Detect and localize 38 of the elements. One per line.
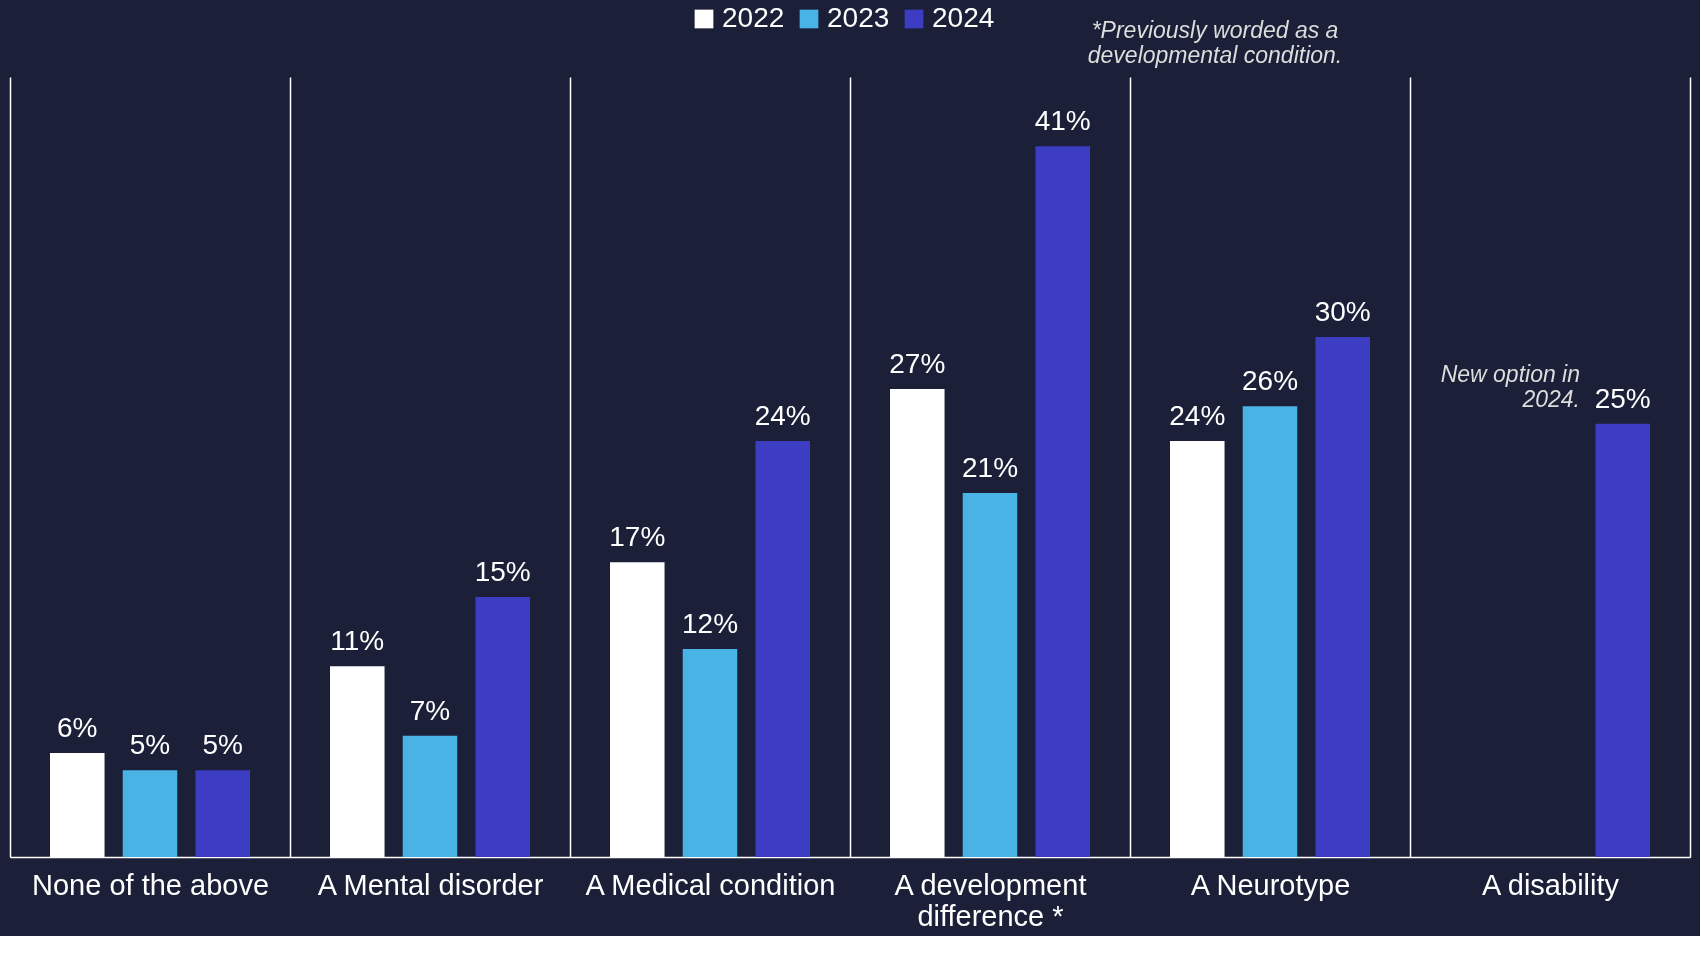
data-label: 24% <box>754 400 811 431</box>
bar <box>1315 337 1370 857</box>
data-label: 11% <box>330 625 385 657</box>
data-label: 5% <box>129 729 171 761</box>
text: *Previously worded as a developmental condition. <box>1087 17 1343 68</box>
bar <box>962 493 1018 857</box>
data-label: 12% <box>681 608 739 639</box>
data-label: 6% <box>57 712 98 743</box>
x-tick-label: A Mental disorder <box>317 868 544 901</box>
data-label: 25% <box>1594 382 1651 414</box>
x-tick-label: A Medical condition <box>585 868 836 901</box>
data-label: 17% <box>609 521 666 553</box>
x-tick-label: A Neurotype <box>1190 868 1351 901</box>
data-label: 21% <box>961 452 1019 483</box>
legend-label: 2022 <box>722 2 785 33</box>
bar <box>755 441 810 857</box>
data-label: 15% <box>474 556 531 587</box>
data-label: 27% <box>889 348 946 379</box>
bar <box>1242 406 1298 857</box>
bar <box>402 735 458 857</box>
data-label: 26% <box>1241 365 1299 397</box>
data-label: 41% <box>1034 105 1091 137</box>
bar <box>1035 146 1090 857</box>
x-tick-label: None of the above <box>31 868 270 901</box>
legend-label: 2023 <box>827 2 890 33</box>
bar <box>122 770 178 857</box>
bar <box>475 597 530 857</box>
data-label: 30% <box>1314 296 1371 327</box>
annotation: New option in 2024. <box>1440 361 1580 412</box>
bar <box>195 770 250 857</box>
data-label: 5% <box>202 729 243 761</box>
data-label: 7% <box>409 694 451 726</box>
bar <box>682 649 738 857</box>
data-label: 24% <box>1169 400 1226 431</box>
bar <box>1595 423 1650 857</box>
legend-label: 2024 <box>932 2 995 33</box>
x-tick-label: A development difference * <box>894 868 1087 932</box>
x-tick-label: A disability <box>1481 868 1620 901</box>
